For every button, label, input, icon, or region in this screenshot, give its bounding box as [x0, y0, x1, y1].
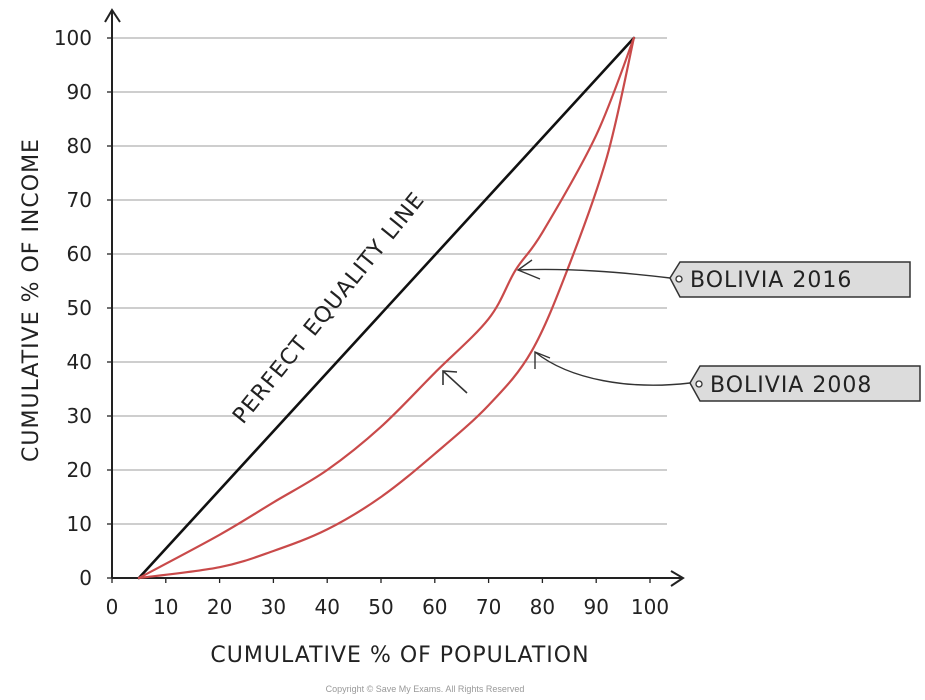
x-tick-label-40: 40: [314, 595, 339, 619]
y-tick-label-0: 0: [79, 566, 92, 590]
y-tick-label-60: 60: [67, 242, 92, 266]
copyright-text: Copyright © Save My Exams. All Rights Re…: [326, 684, 525, 694]
y-axis-arrowhead: [104, 8, 121, 23]
y-tick-label-40: 40: [67, 350, 92, 374]
series-bolivia-2016: [137, 36, 635, 580]
x-tick-label-80: 80: [530, 595, 555, 619]
y-tick-label-50: 50: [67, 296, 92, 320]
arrow-2008-head: [534, 350, 551, 369]
tag-bolivia-2008: BOLIVIA 2008: [689, 365, 921, 402]
x-tick-label-10: 10: [153, 595, 178, 619]
series-perfect-equality-line: [137, 36, 636, 580]
x-tick-label-0: 0: [106, 595, 119, 619]
y-tick-label-20: 20: [67, 458, 92, 482]
tag-bolivia-2016-label: BOLIVIA 2016: [690, 268, 852, 293]
x-tick-label-50: 50: [368, 595, 393, 619]
x-tick-label-30: 30: [261, 595, 286, 619]
tag-bolivia-2016: BOLIVIA 2016: [669, 261, 911, 298]
y-tick-label-80: 80: [67, 134, 92, 158]
y-tick-label-100: 100: [54, 26, 92, 50]
gridlines: [112, 37, 667, 525]
x-tick-label-60: 60: [422, 595, 447, 619]
series-bolivia-2008: [137, 36, 635, 580]
arrow-2016-head: [516, 259, 541, 280]
series-lines: [137, 36, 636, 580]
axes: [104, 8, 685, 587]
x-axis-arrowhead: [670, 570, 685, 587]
arrow-2008: [534, 351, 691, 386]
x-tick-label-90: 90: [583, 595, 608, 619]
y-axis-title: CUMULATIVE % OF INCOME: [19, 138, 44, 462]
x-tick-label-70: 70: [476, 595, 501, 619]
y-tick-label-30: 30: [67, 404, 92, 428]
x-axis-title: CUMULATIVE % OF POPULATION: [210, 643, 589, 668]
y-tick-label-70: 70: [67, 188, 92, 212]
arrow-area: [442, 370, 468, 394]
tick-labels: 0 10 20 30 40 50 60 70 80 90 100 0 10 20 30 40 50 60 70 80 9…: [54, 26, 669, 619]
x-tick-label-20: 20: [207, 595, 232, 619]
arrow-2016: [517, 268, 671, 279]
y-tick-label-10: 10: [67, 512, 92, 536]
y-tick-label-90: 90: [67, 80, 92, 104]
x-tick-label-100: 100: [631, 595, 669, 619]
arrow-area-head: [442, 370, 458, 385]
tag-bolivia-2008-label: BOLIVIA 2008: [710, 373, 872, 398]
